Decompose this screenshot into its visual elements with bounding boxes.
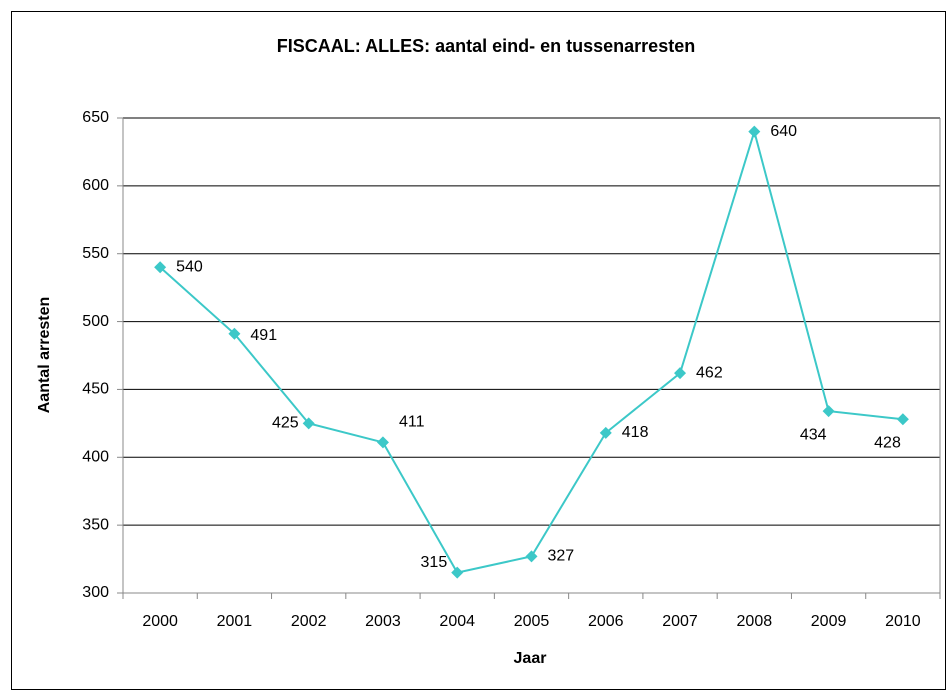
x-tick-label: 2008: [737, 613, 773, 630]
y-tick-label: 600: [82, 177, 109, 194]
chart-border: [11, 11, 946, 690]
data-label: 640: [770, 123, 797, 140]
data-label: 418: [622, 424, 649, 441]
marker: [451, 566, 464, 579]
marker: [302, 417, 315, 430]
marker: [748, 125, 761, 138]
data-label: 540: [176, 259, 203, 276]
y-tick-label: 650: [82, 109, 109, 126]
x-tick-label: 2010: [885, 613, 921, 630]
y-tick-label: 400: [82, 449, 109, 466]
y-tick-label: 450: [82, 381, 109, 398]
x-tick-label: 2001: [217, 613, 253, 630]
y-tick-label: 550: [82, 245, 109, 262]
x-axis-label: Jaar: [514, 650, 547, 667]
data-label: 425: [272, 415, 299, 432]
x-tick-label: 2009: [811, 613, 847, 630]
marker: [228, 327, 241, 340]
x-tick-label: 2000: [142, 613, 178, 630]
y-tick-label: 500: [82, 313, 109, 330]
data-label: 327: [548, 548, 575, 565]
chart-title: FISCAAL: ALLES: aantal eind- en tussenar…: [277, 36, 695, 56]
x-tick-label: 2002: [291, 613, 327, 630]
marker: [599, 426, 612, 439]
data-label: 315: [421, 554, 448, 571]
data-label: 434: [800, 426, 827, 443]
marker: [822, 405, 835, 418]
x-tick-label: 2004: [439, 613, 475, 630]
marker: [154, 261, 167, 274]
marker: [896, 413, 909, 426]
x-tick-label: 2007: [662, 613, 698, 630]
data-label: 428: [874, 435, 901, 452]
data-label: 491: [250, 327, 277, 344]
data-label: 411: [399, 414, 425, 431]
y-tick-label: 300: [82, 584, 109, 601]
y-axis-label: Aantal arresten: [36, 297, 53, 414]
marker: [376, 436, 389, 449]
data-label: 462: [696, 364, 723, 381]
x-tick-label: 2003: [365, 613, 401, 630]
marker: [674, 367, 687, 380]
marker: [525, 550, 538, 563]
x-tick-label: 2005: [514, 613, 550, 630]
x-tick-label: 2006: [588, 613, 624, 630]
y-tick-label: 350: [82, 516, 109, 533]
